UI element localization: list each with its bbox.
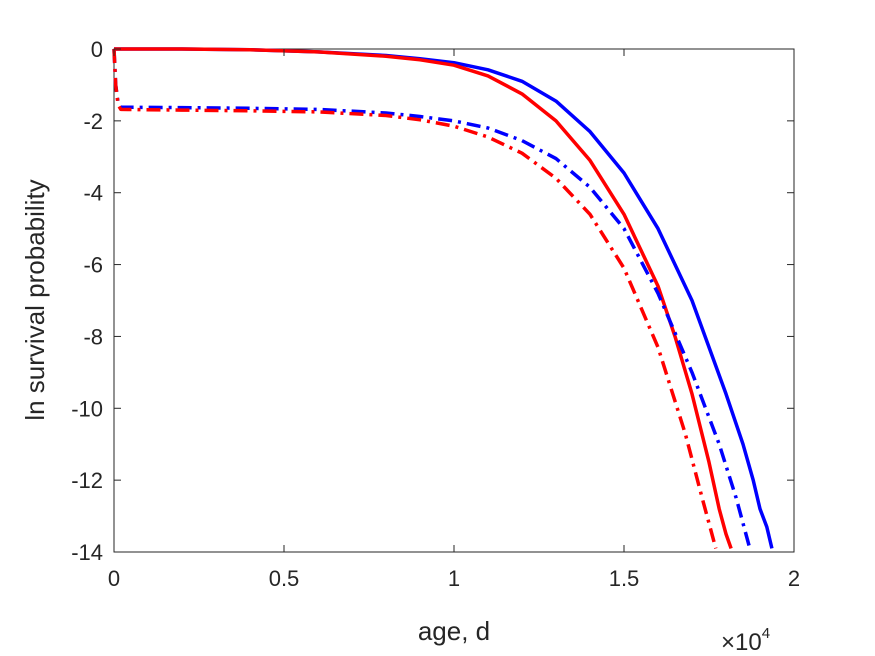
x-exponent-text: 4 [762, 625, 770, 642]
series-layer [112, 47, 774, 549]
y-tick-label: -4 [83, 181, 103, 206]
x-tick-label: 1 [448, 566, 460, 591]
y-tick-label: -2 [83, 109, 103, 134]
series-line-3 [112, 48, 752, 549]
x-exponent-label: ×104 [721, 625, 770, 656]
y-tick-label: -14 [71, 540, 103, 565]
y-axis-label: ln survival probability [20, 179, 50, 420]
y-tick-label: -10 [71, 396, 103, 421]
ticks-layer: 0 0.5 1 1.5 2 0 -2 -4 -6 -8 -10 -12 -14 [71, 37, 800, 591]
series-line-2 [114, 47, 733, 549]
y-tick-label: -12 [71, 468, 103, 493]
y-tick-label: -8 [83, 324, 103, 349]
x-tick-label: 2 [788, 566, 800, 591]
plot-area [113, 48, 795, 553]
x-tick-label: 0.5 [269, 566, 300, 591]
x-tick-label: 1.5 [609, 566, 640, 591]
y-tick-label: 0 [91, 37, 103, 62]
x-axis-label: age, d [418, 616, 490, 646]
x-multiplier-text: ×10 [721, 629, 762, 656]
x-tick-label: 0 [108, 566, 120, 591]
series-line-4 [112, 48, 718, 549]
y-tick-label: -6 [83, 253, 103, 278]
